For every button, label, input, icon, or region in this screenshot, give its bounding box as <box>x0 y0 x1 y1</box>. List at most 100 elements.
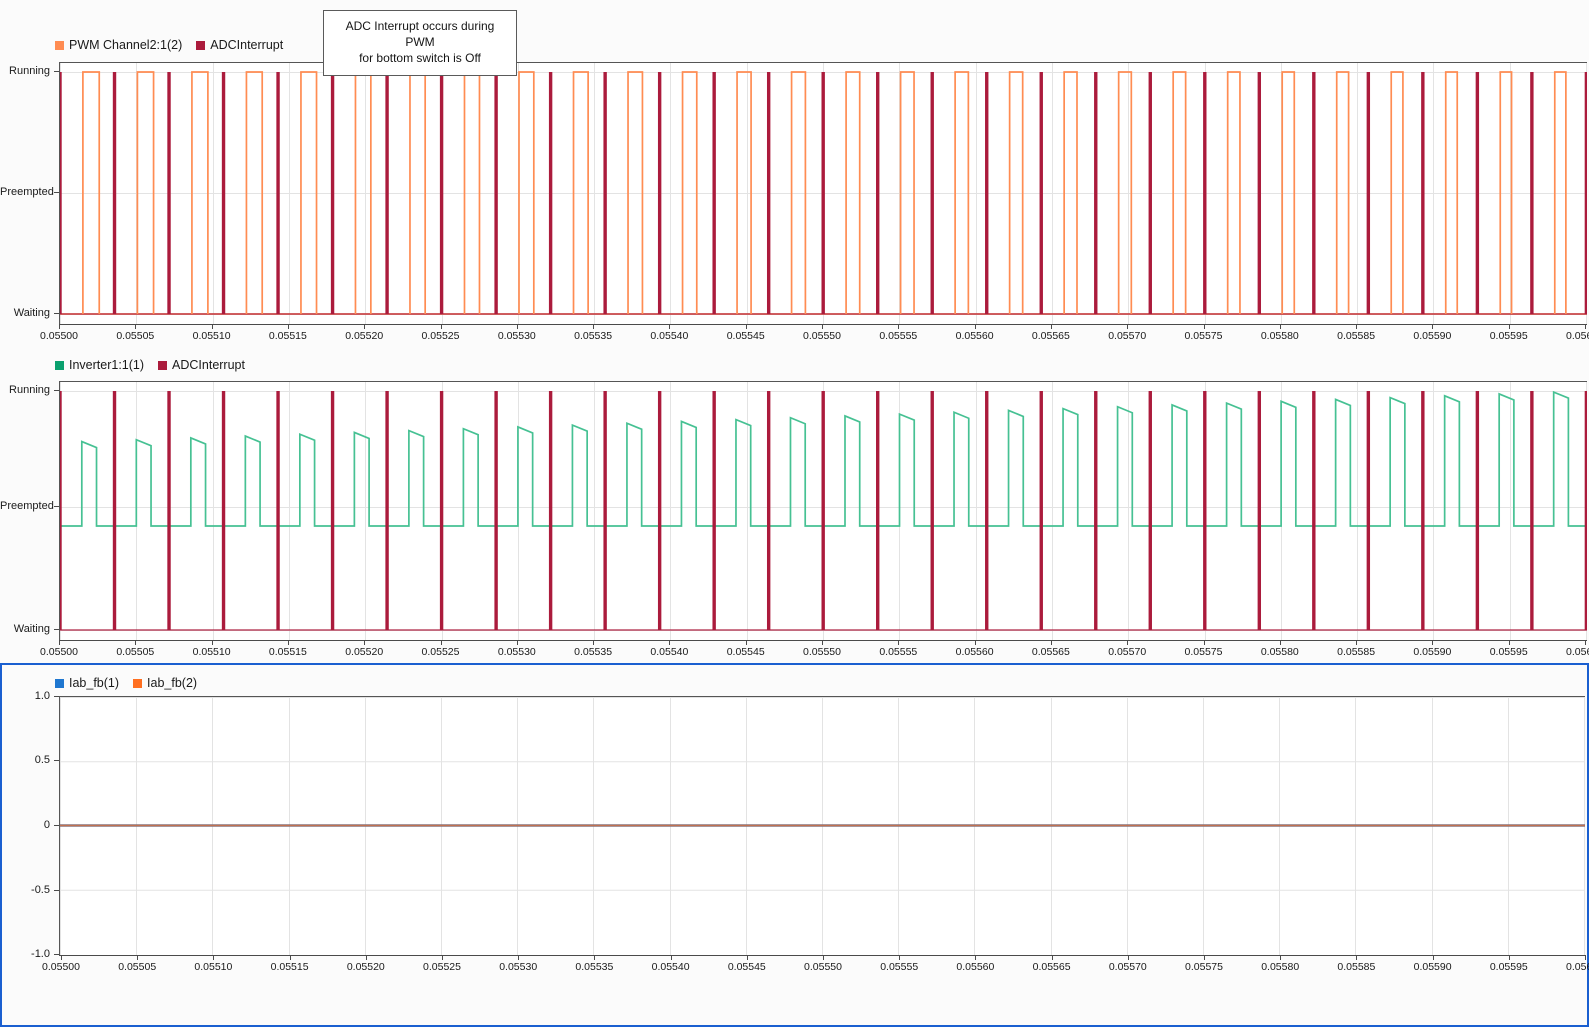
iab-ytick-label-5: -1.0 <box>31 948 50 960</box>
iab-xtick-mark <box>1508 955 1510 960</box>
legend-label-iab-fb-2: Iab_fb(2) <box>147 676 198 690</box>
legend-entry-iab-fb-1[interactable]: Iab_fb(1) <box>55 676 119 690</box>
inverter-xtick-label: 0.05505 <box>116 646 155 658</box>
iab-xtick-label: 0.05595 <box>1489 961 1528 973</box>
inverter-plot-panel[interactable]: Inverter1:1(1) ADCInterrupt Running Pree… <box>0 348 1589 663</box>
inverter-xtick-mark <box>898 640 900 645</box>
inverter-xtick-mark <box>287 640 289 645</box>
iab-ytick-label-2: 0.5 <box>34 754 50 766</box>
pwm-ytick-label-running: Running <box>9 65 50 77</box>
pwm-xtick-label: 0.05565 <box>1031 330 1070 342</box>
pwm-xtick-label: 0.05585 <box>1337 330 1376 342</box>
inverter-xtick-mark <box>745 640 747 645</box>
iab-xtick-mark <box>1051 955 1053 960</box>
inverter-xtick-mark <box>822 640 823 645</box>
pwm-legend: PWM Channel2:1(2) ADCInterrupt <box>55 38 283 52</box>
pwm-xtick-mark <box>1203 324 1205 329</box>
iab-xtick-mark <box>1585 955 1586 960</box>
inverter-xtick-label: 0.05545 <box>726 646 765 658</box>
inverter-xtick-label: 0.05540 <box>650 646 689 658</box>
inverter-xtick-label: 0.05570 <box>1108 646 1147 658</box>
pwm-xtick-label: 0.05595 <box>1489 330 1528 342</box>
inverter-xtick-mark <box>1585 640 1586 645</box>
iab-xtick-mark <box>899 955 901 960</box>
pwm-xtick-mark <box>364 324 366 329</box>
inverter-xtick-label: 0.05560 <box>955 646 994 658</box>
legend-swatch-pwm-channel2 <box>55 40 64 50</box>
legend-entry-adcinterrupt-1[interactable]: ADCInterrupt <box>196 38 283 52</box>
inverter-xtick-mark <box>135 640 137 645</box>
pwm-xtick-mark <box>1127 324 1129 329</box>
iab-ytick-mark-1 <box>54 696 59 697</box>
pwm-xtick-mark <box>1508 324 1510 329</box>
iab-xtick-mark <box>1356 955 1358 960</box>
pwm-xtick-mark <box>1356 324 1358 329</box>
pwm-xtick-mark <box>1585 324 1586 329</box>
pwm-xtick-mark <box>822 324 823 329</box>
inverter-ytick-mark-running <box>54 390 59 391</box>
annotation-callout-line1: ADC Interrupt occurs during PWM <box>345 19 495 50</box>
pwm-xtick-mark <box>898 324 900 329</box>
pwm-xtick-mark <box>669 324 671 329</box>
inverter-xtick-label: 0.05595 <box>1489 646 1528 658</box>
inverter-xtick-label: 0.05555 <box>879 646 918 658</box>
iab-xtick-mark <box>289 955 291 960</box>
iab-xtick-label: 0.05540 <box>651 961 690 973</box>
pwm-xtick-label: 0.05510 <box>192 330 231 342</box>
legend-entry-iab-fb-2[interactable]: Iab_fb(2) <box>133 676 197 690</box>
pwm-xtick-label: 0.05575 <box>1184 330 1223 342</box>
annotation-callout[interactable]: ADC Interrupt occurs during PWM for bott… <box>323 10 517 76</box>
iab-xtick-label: 0.05550 <box>804 961 842 973</box>
iab-xtick-label: 0.05535 <box>575 961 614 973</box>
iab-ytick-label-4: -0.5 <box>31 884 50 896</box>
iab-ytick-mark-3 <box>54 825 59 826</box>
pwm-xtick-label: 0.05550 <box>803 330 841 342</box>
iab-xtick-mark <box>1127 955 1129 960</box>
inverter-xtick-label: 0.05590 <box>1413 646 1452 658</box>
pwm-xtick-mark <box>745 324 747 329</box>
inverter-xtick-label: 0.05550 <box>803 646 841 658</box>
iab-xtick-label: 0.05560 <box>956 961 995 973</box>
inverter-plot-area[interactable] <box>59 381 1587 640</box>
inverter-xtick-label: 0.05565 <box>1031 646 1070 658</box>
pwm-plot-panel[interactable]: PWM Channel2:1(2) ADCInterrupt Running P… <box>0 0 1589 348</box>
pwm-xtick-label: 0.05590 <box>1413 330 1452 342</box>
iab-xtick-mark <box>1432 955 1434 960</box>
pwm-xtick-mark <box>287 324 289 329</box>
pwm-xtick-label: 0.05520 <box>345 330 384 342</box>
legend-label-iab-fb-1: Iab_fb(1) <box>69 676 120 690</box>
iab-plot-panel[interactable]: Iab_fb(1) Iab_fb(2) 1.0 0.5 0 -0.5 -1.0 … <box>0 663 1589 1027</box>
legend-label-pwm-channel2: PWM Channel2:1(2) <box>69 38 183 52</box>
inverter-ytick-label-running: Running <box>9 384 50 396</box>
inverter-xtick-label: 0.05580 <box>1260 646 1299 658</box>
legend-swatch-iab-fb-2 <box>133 678 143 688</box>
legend-entry-pwm-channel2[interactable]: PWM Channel2:1(2) <box>55 38 182 52</box>
iab-xtick-mark <box>823 955 824 960</box>
inverter-xtick-mark <box>59 640 60 645</box>
iab-plot-area[interactable] <box>59 696 1585 955</box>
pwm-xtick-label: 0.05570 <box>1108 330 1147 342</box>
inverter-xtick-mark <box>1432 640 1434 645</box>
pwm-xtick-mark <box>59 324 60 329</box>
inverter-xtick-label: 0.05500 <box>40 646 78 658</box>
pwm-plot-area[interactable] <box>59 62 1587 324</box>
inverter-xtick-label: 0.05520 <box>345 646 384 658</box>
inverter-xtick-label: 0.05535 <box>574 646 613 658</box>
inverter-xtick-mark <box>211 640 213 645</box>
legend-entry-adcinterrupt-2[interactable]: ADCInterrupt <box>158 358 245 372</box>
iab-xtick-mark <box>213 955 215 960</box>
inverter-trace-layer <box>60 390 1587 631</box>
inverter-ytick-mark-waiting <box>54 629 59 630</box>
iab-xtick-mark <box>442 955 443 960</box>
pwm-xtick-mark <box>440 324 442 329</box>
pwm-ytick-label-waiting: Waiting <box>13 307 50 319</box>
iab-xtick-label: 0.05585 <box>1337 961 1376 973</box>
pwm-xtick-label: 0.05545 <box>726 330 765 342</box>
iab-xtick-mark <box>746 955 748 960</box>
iab-ytick-mark-4 <box>54 890 59 891</box>
pwm-x-axis <box>59 324 1587 326</box>
pwm-ytick-mark-running <box>54 71 59 72</box>
iab-xtick-label: 0.05555 <box>880 961 919 973</box>
legend-entry-inverter1[interactable]: Inverter1:1(1) <box>55 358 144 372</box>
inverter-xtick-mark <box>1203 640 1205 645</box>
